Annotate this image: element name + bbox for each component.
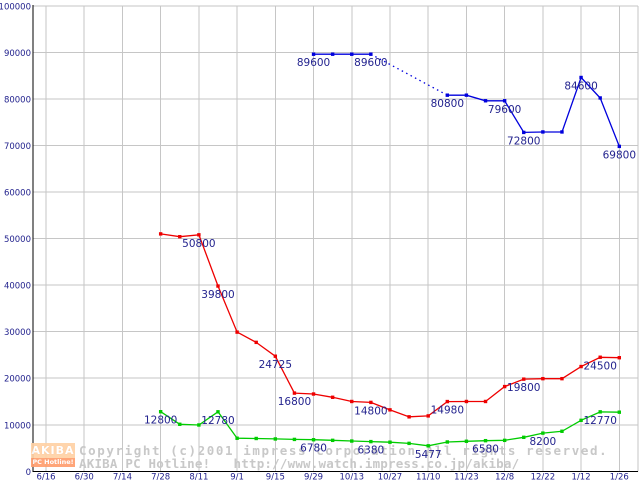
y-tick-label: 50000 xyxy=(4,235,31,245)
x-tick-label: 10/13 xyxy=(340,473,365,480)
x-tick-label: 9/15 xyxy=(266,473,285,480)
x-tick-label: 11/23 xyxy=(454,473,479,480)
y-tick-label: 60000 xyxy=(4,189,31,199)
y-tick-label: 100000 xyxy=(0,2,31,12)
y-tick-label: 90000 xyxy=(4,49,31,59)
x-tick-label: 7/28 xyxy=(151,473,170,480)
y-tick-label: 40000 xyxy=(4,282,31,292)
x-tick-label: 10/27 xyxy=(378,473,403,480)
x-tick-label: 12/22 xyxy=(531,473,556,480)
x-tick-label: 12/8 xyxy=(495,473,514,480)
x-tick-label: 6/30 xyxy=(75,473,94,480)
y-tick-label: 80000 xyxy=(4,95,31,105)
y-tick-label: 20000 xyxy=(4,375,31,385)
y-tick-label: 0 xyxy=(26,468,31,478)
x-tick-label: 1/26 xyxy=(610,473,629,480)
y-tick-label: 30000 xyxy=(4,328,31,338)
x-tick-label: 7/14 xyxy=(113,473,132,480)
x-tick-label: 8/11 xyxy=(189,473,208,480)
y-tick-label: 70000 xyxy=(4,142,31,152)
x-tick-label: 11/10 xyxy=(416,473,441,480)
x-tick-label: 9/29 xyxy=(304,473,323,480)
x-tick-label: 1/12 xyxy=(572,473,591,480)
y-tick-label: 10000 xyxy=(4,421,31,431)
x-tick-label: 9/1 xyxy=(230,473,244,480)
x-tick-label: 6/16 xyxy=(36,473,55,480)
